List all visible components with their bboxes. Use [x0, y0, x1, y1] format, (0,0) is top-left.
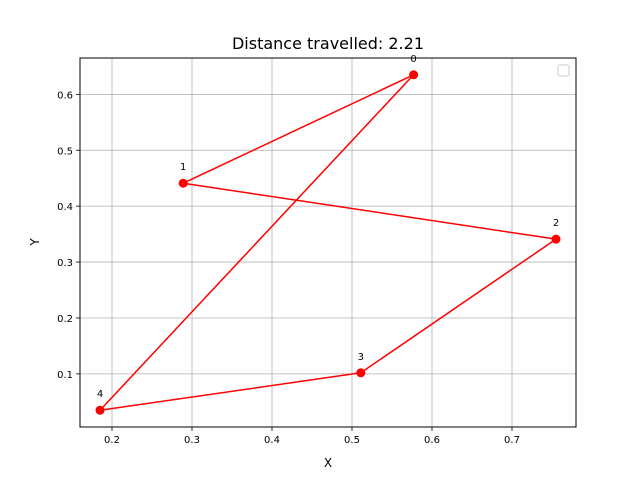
plot-area-frame: [79, 57, 577, 428]
route-point-marker: [95, 405, 105, 415]
route-path-line: [99, 74, 557, 411]
y-axis-label: Y: [28, 238, 42, 247]
x-tick-label: 0.2: [104, 435, 120, 446]
y-tick-label: 0.5: [57, 146, 73, 157]
chart-title: Distance travelled: 2.21: [232, 34, 424, 53]
route-point-marker: [409, 70, 419, 80]
route-point-label: 3: [358, 352, 364, 363]
x-tick-label: 0.6: [424, 435, 440, 446]
y-tick-label: 0.1: [57, 370, 73, 381]
x-tick-label: 0.3: [184, 435, 200, 446]
route-point-label: 0: [410, 54, 416, 65]
axis-ticks: 0.2 0.3 0.4 0.5 0.6 0.7 0.1 0.2 0.3 0.4 0.5 0.6: [57, 90, 520, 446]
route-point-label: 2: [553, 218, 559, 229]
route-point-marker: [178, 178, 188, 188]
route-point-marker: [551, 234, 561, 244]
x-tick-label: 0.5: [344, 435, 360, 446]
y-tick-label: 0.2: [57, 314, 73, 325]
y-tick-label: 0.6: [57, 90, 73, 101]
route-point-label: 1: [180, 162, 186, 173]
x-tick-label: 0.7: [504, 435, 520, 446]
legend-box: [557, 64, 570, 77]
x-axis-label: X: [324, 456, 332, 470]
route-point-label: 4: [97, 389, 103, 400]
y-tick-label: 0.3: [57, 258, 73, 269]
grid-lines: [80, 58, 576, 427]
route-point-marker: [356, 368, 366, 378]
y-tick-label: 0.4: [57, 202, 73, 213]
route-series: 0 1 2 3 4: [95, 54, 561, 415]
x-tick-label: 0.4: [264, 435, 280, 446]
